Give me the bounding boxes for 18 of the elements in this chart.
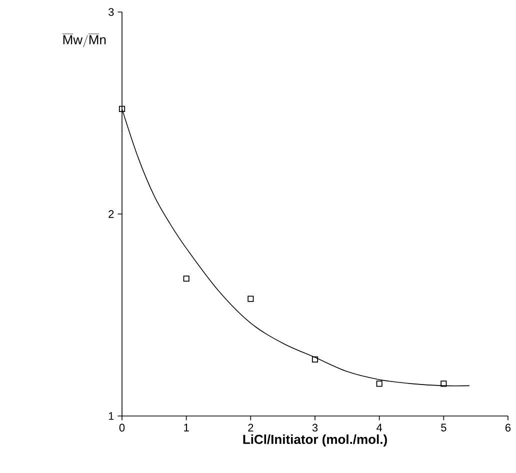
- y-tick-label: 2: [108, 210, 114, 218]
- x-tick-label: 3: [312, 424, 318, 432]
- x-axis-title: LiCl/Initiator (mol./mol.): [243, 434, 387, 447]
- y-tick-label: 1: [108, 412, 114, 420]
- x-tick-label: 0: [119, 424, 125, 432]
- point: [312, 356, 318, 362]
- y-tick-label: 3: [108, 8, 114, 16]
- x-tick-label: 5: [441, 424, 446, 432]
- point: [183, 276, 190, 282]
- point: [118, 106, 126, 112]
- x-tick-label: 2: [248, 424, 254, 432]
- point: [376, 380, 382, 387]
- x-tick-label: 1: [184, 424, 189, 432]
- point: [248, 296, 254, 302]
- y-axis-title: $\overline{\mathrm{M}}\mathrm{w}/\overline{\mathrm{M}}\mathrm{n}$: [62, 34, 106, 48]
- x-tick-label: 4: [376, 424, 382, 432]
- x-tick-label: 6: [506, 424, 511, 432]
- point: [440, 380, 447, 387]
